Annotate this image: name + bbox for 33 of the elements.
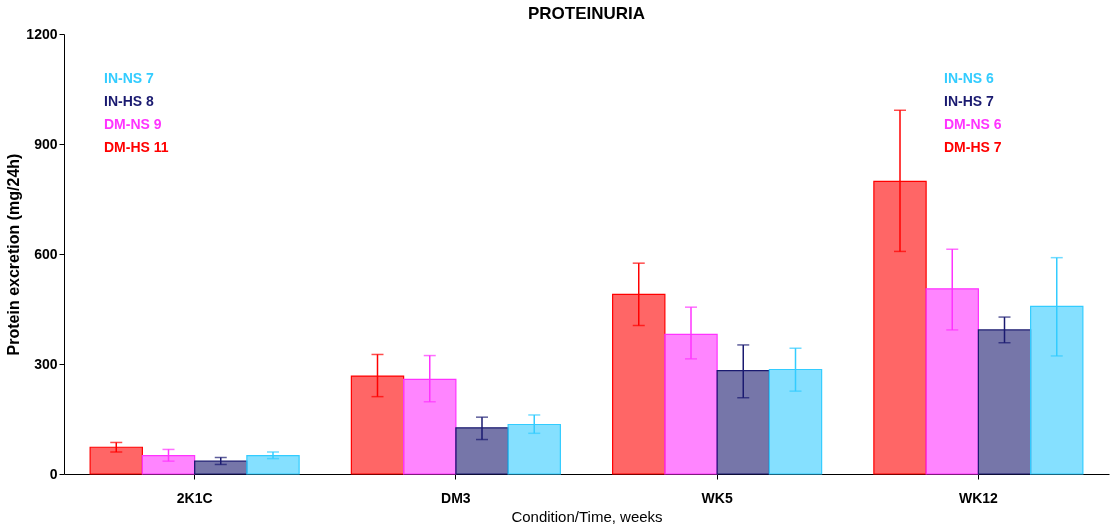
- bar: [977, 329, 1032, 475]
- chart-title: PROTEINURIA: [527, 4, 646, 23]
- annotation: IN-HS 7: [944, 93, 994, 109]
- y-tick-label: 600: [34, 245, 58, 262]
- bar: [350, 375, 405, 475]
- bar: [873, 180, 927, 475]
- bar: [664, 333, 718, 475]
- x-tick-label: WK5: [701, 489, 733, 506]
- bar: [768, 368, 823, 475]
- bar: [403, 378, 457, 475]
- y-tick-label: 1200: [26, 25, 58, 42]
- annotation: DM-NS 9: [104, 116, 162, 132]
- x-tick-label: WK12: [958, 489, 999, 506]
- annotation: DM-HS 11: [104, 139, 169, 155]
- annotation: IN-NS 7: [104, 70, 154, 86]
- bar: [141, 455, 196, 475]
- y-tick-label: 300: [34, 355, 58, 372]
- y-axis-title: Protein excretion (mg/24h): [5, 153, 23, 356]
- annotation: IN-HS 8: [104, 93, 154, 109]
- bar: [1030, 305, 1084, 475]
- y-tick-label: 900: [34, 135, 58, 152]
- x-tick-label: DM3: [441, 489, 471, 506]
- bar: [925, 288, 979, 475]
- annotation: IN-NS 6: [944, 70, 994, 86]
- annotation: DM-HS 7: [944, 139, 1002, 155]
- bar: [507, 423, 561, 475]
- bar: [612, 293, 666, 475]
- x-axis-title: Condition/Time, weeks: [511, 507, 663, 525]
- bar: [716, 370, 770, 475]
- bar: [455, 427, 509, 475]
- y-tick-label: 0: [49, 465, 58, 482]
- x-tick-label: 2K1C: [176, 489, 213, 506]
- annotation: DM-NS 6: [944, 116, 1002, 132]
